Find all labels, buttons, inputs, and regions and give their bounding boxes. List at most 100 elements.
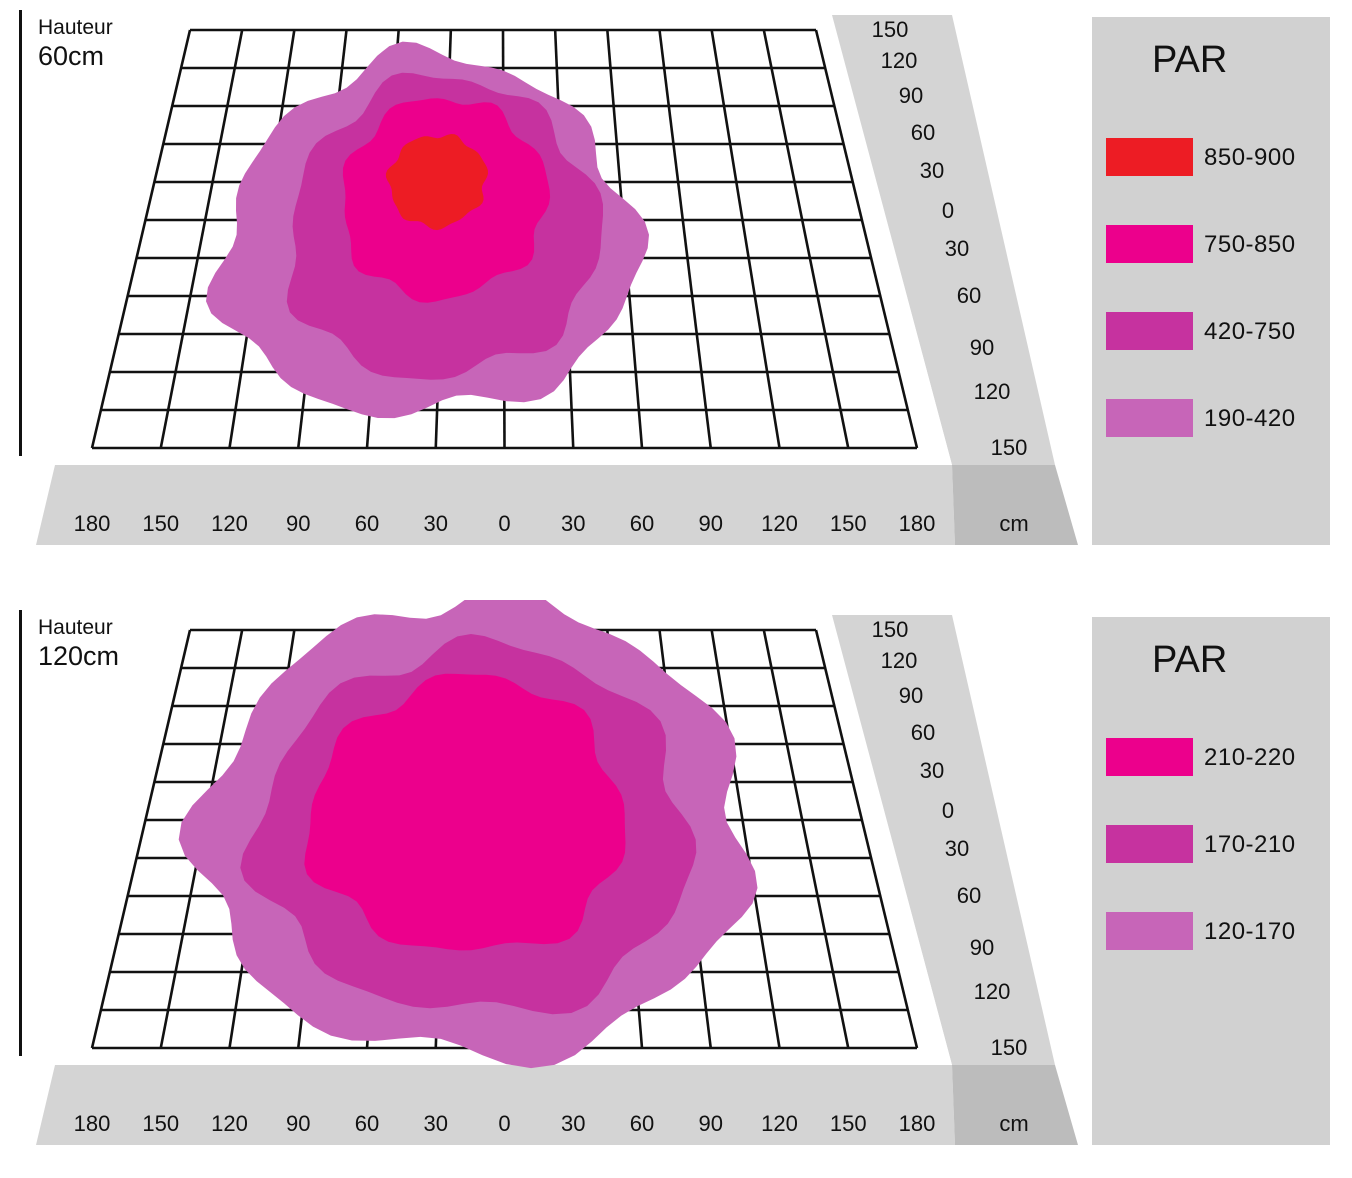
floor-side [832, 15, 1055, 465]
y-tick-label: 90 [970, 335, 994, 360]
x-tick-label: 180 [899, 511, 936, 536]
grid-line-vertical [90, 629, 192, 1049]
legend-label: 750-850 [1204, 231, 1296, 258]
height-label: Hauteur 60cm [38, 16, 113, 72]
x-tick-label: 180 [74, 1111, 111, 1136]
legend-item: 210-220 [1092, 738, 1330, 778]
y-tick-label: 90 [899, 83, 923, 108]
x-tick-label: 120 [211, 511, 248, 536]
legend-swatch [1106, 738, 1193, 776]
y-tick-label: 90 [899, 683, 923, 708]
legend-item: 850-900 [1092, 138, 1330, 178]
legend-swatch [1106, 225, 1193, 263]
y-axis-ticks: 150 120 90 60 30 0 30 60 90 120 150 [872, 17, 1028, 460]
x-tick-label: 0 [498, 1111, 510, 1136]
legend-swatch [1106, 312, 1193, 350]
grid-line-vertical [159, 29, 244, 449]
legend-label: 420-750 [1204, 318, 1296, 345]
legend-title: PAR [1152, 639, 1228, 681]
y-tick-label: 120 [974, 379, 1011, 404]
y-tick-label: 120 [881, 648, 918, 673]
grid-line-vertical [814, 29, 919, 449]
x-tick-label: 90 [699, 1111, 723, 1136]
y-tick-label: 150 [872, 617, 909, 642]
x-tick-label: 150 [830, 1111, 867, 1136]
legend: PAR 850-900 750-850 420-750 190-420 [1092, 17, 1330, 545]
x-tick-label: 150 [142, 511, 179, 536]
height-word: Hauteur [38, 616, 113, 639]
y-tick-label: 0 [942, 798, 954, 823]
legend-label: 190-420 [1204, 405, 1296, 432]
chart-panel-120cm: 180 150 120 90 60 30 0 30 60 90 120 150 180 150 120 90… [0, 600, 1352, 1160]
legend-label: 850-900 [1204, 144, 1296, 171]
legend-item: 120-170 [1092, 912, 1330, 952]
height-value: 120cm [38, 641, 120, 671]
x-tick-label: 180 [74, 511, 111, 536]
legend-swatch [1106, 399, 1193, 437]
y-tick-label: 120 [881, 48, 918, 73]
x-tick-label: 150 [830, 511, 867, 536]
legend-label: 170-210 [1204, 831, 1296, 858]
grid-line-vertical [658, 29, 713, 449]
par-zone-850-900 [385, 134, 488, 231]
floor-base [36, 465, 955, 545]
grid-line-vertical [762, 629, 850, 1049]
y-tick-label: 150 [872, 17, 909, 42]
grid-line-vertical [762, 29, 850, 449]
x-tick-label: 90 [286, 511, 310, 536]
y-axis-ticks: 150 120 90 60 30 0 30 60 90 120 150 [872, 617, 1028, 1060]
x-tick-label: 150 [142, 1111, 179, 1136]
grid-line-vertical [90, 29, 192, 449]
x-tick-label: 30 [424, 1111, 448, 1136]
x-axis-ticks: 180 150 120 90 60 30 0 30 60 90 120 150 180 [74, 511, 936, 536]
x-tick-label: 30 [424, 511, 448, 536]
legend-item: 750-850 [1092, 225, 1330, 265]
legend-swatch [1106, 138, 1193, 176]
par-map-60cm: 180 150 120 90 60 30 0 30 60 90 120 150 180 150 120 90… [36, 15, 1078, 545]
legend-item: 420-750 [1092, 312, 1330, 352]
unit-label: cm [999, 1111, 1028, 1136]
unit-label: cm [999, 511, 1028, 536]
y-tick-label: 30 [920, 158, 944, 183]
legend-swatch [1106, 825, 1193, 863]
x-tick-label: 180 [899, 1111, 936, 1136]
height-label: Hauteur 120cm [38, 616, 119, 672]
legend-swatch [1106, 912, 1193, 950]
y-tick-label: 30 [945, 236, 969, 261]
y-tick-label: 150 [991, 1035, 1028, 1060]
y-tick-label: 60 [957, 883, 981, 908]
height-bar [19, 10, 22, 456]
floor-corner [952, 1065, 1078, 1145]
x-tick-label: 30 [561, 511, 585, 536]
x-tick-label: 120 [211, 1111, 248, 1136]
par-zone-210-220 [304, 673, 626, 951]
irradiance-zones [206, 41, 649, 419]
legend-label: 120-170 [1204, 918, 1296, 945]
x-tick-label: 90 [699, 511, 723, 536]
floor-base [36, 1065, 955, 1145]
chart-panel-60cm: 180 150 120 90 60 30 0 30 60 90 120 150 180 150 120 90… [0, 0, 1352, 560]
grid-line-vertical [710, 629, 781, 1049]
x-tick-label: 60 [355, 511, 379, 536]
y-tick-label: 120 [974, 979, 1011, 1004]
floor-corner [952, 465, 1078, 545]
legend: PAR 210-220 170-210 120-170 [1092, 617, 1330, 1145]
x-tick-label: 60 [630, 1111, 654, 1136]
x-tick-label: 60 [355, 1111, 379, 1136]
y-tick-label: 60 [911, 720, 935, 745]
height-value: 60cm [38, 41, 105, 71]
x-tick-label: 120 [761, 511, 798, 536]
x-tick-label: 30 [561, 1111, 585, 1136]
grid-line-vertical [814, 629, 919, 1049]
height-bar [19, 610, 22, 1056]
x-tick-label: 60 [630, 511, 654, 536]
grid-line-vertical [710, 29, 781, 449]
legend-item: 170-210 [1092, 825, 1330, 865]
floor-side [832, 615, 1055, 1065]
y-tick-label: 30 [920, 758, 944, 783]
irradiance-zones [178, 600, 758, 1069]
y-tick-label: 60 [957, 283, 981, 308]
x-tick-label: 0 [498, 511, 510, 536]
y-tick-label: 0 [942, 198, 954, 223]
legend-item: 190-420 [1092, 399, 1330, 439]
